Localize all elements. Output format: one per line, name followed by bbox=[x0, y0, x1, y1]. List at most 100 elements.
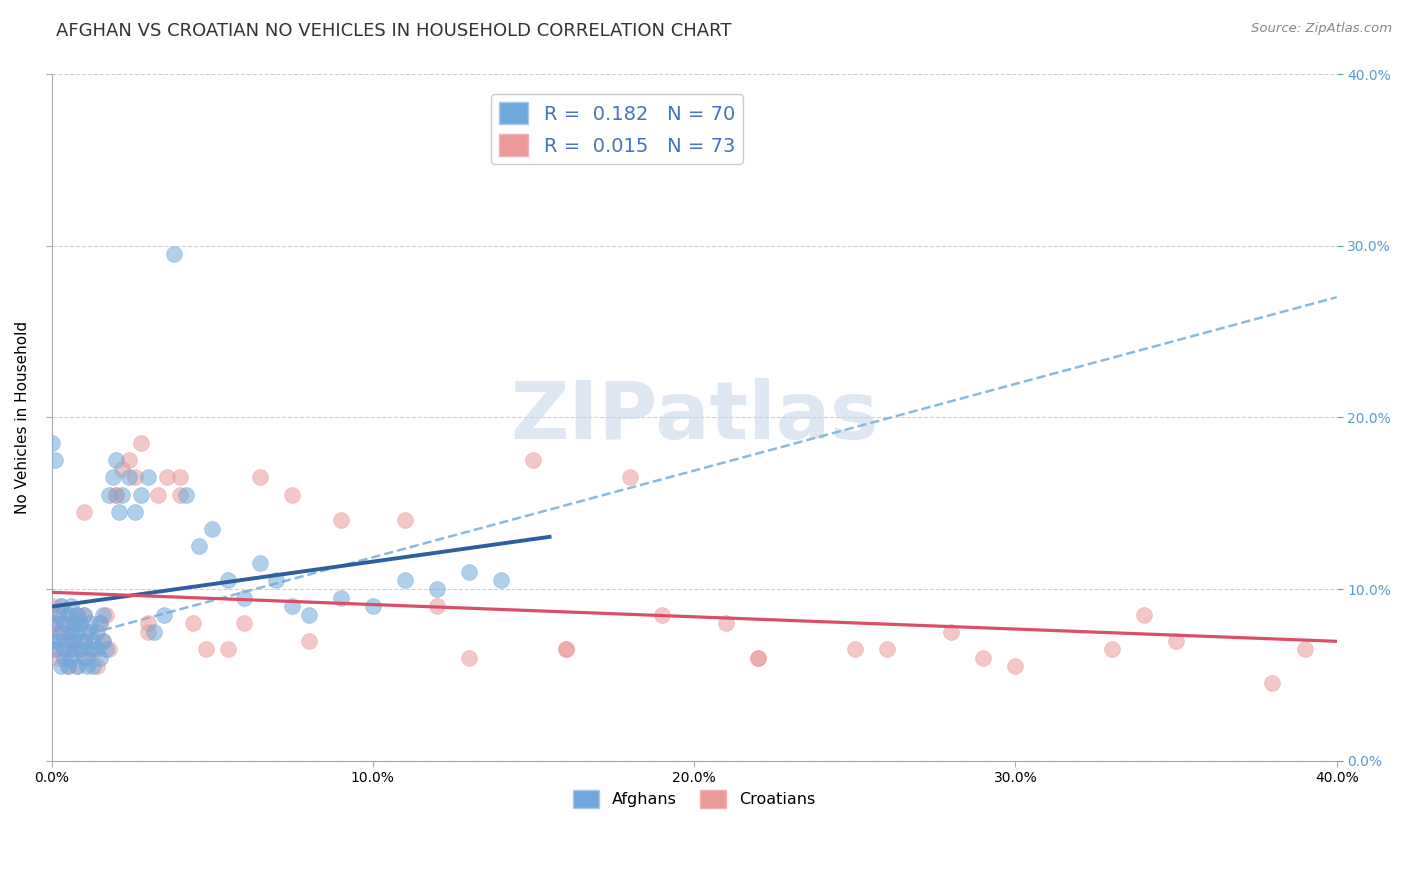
Point bbox=[169, 488, 191, 502]
Point bbox=[111, 488, 134, 502]
Point bbox=[51, 624, 73, 639]
Point bbox=[82, 633, 104, 648]
Point bbox=[56, 659, 79, 673]
Point bbox=[108, 505, 131, 519]
Point bbox=[76, 624, 98, 639]
Point bbox=[82, 642, 104, 657]
Point bbox=[124, 505, 146, 519]
Point bbox=[51, 659, 73, 673]
Point bbox=[117, 453, 139, 467]
Point bbox=[554, 642, 576, 657]
Point bbox=[217, 574, 239, 588]
Point bbox=[69, 642, 91, 657]
Point bbox=[63, 633, 86, 648]
Point bbox=[136, 616, 159, 631]
Point bbox=[69, 642, 91, 657]
Point bbox=[1294, 642, 1316, 657]
Text: ZIPatlas: ZIPatlas bbox=[510, 378, 879, 457]
Point bbox=[59, 642, 82, 657]
Point bbox=[169, 470, 191, 484]
Point bbox=[619, 470, 641, 484]
Point bbox=[51, 624, 73, 639]
Point bbox=[233, 591, 256, 605]
Point bbox=[1004, 659, 1026, 673]
Point bbox=[491, 574, 513, 588]
Point bbox=[69, 616, 91, 631]
Point bbox=[136, 470, 159, 484]
Point bbox=[111, 462, 134, 476]
Point bbox=[44, 616, 66, 631]
Point bbox=[46, 607, 69, 622]
Legend: Afghans, Croatians: Afghans, Croatians bbox=[567, 783, 821, 814]
Point bbox=[972, 650, 994, 665]
Point bbox=[66, 607, 89, 622]
Point bbox=[41, 436, 63, 450]
Point bbox=[101, 470, 124, 484]
Point bbox=[162, 247, 184, 261]
Point bbox=[86, 659, 108, 673]
Point bbox=[153, 607, 176, 622]
Point bbox=[104, 488, 127, 502]
Point bbox=[1164, 633, 1187, 648]
Point bbox=[426, 582, 449, 596]
Point bbox=[51, 599, 73, 614]
Point bbox=[46, 624, 69, 639]
Point bbox=[1261, 676, 1284, 690]
Point bbox=[73, 650, 96, 665]
Point bbox=[59, 624, 82, 639]
Point bbox=[458, 565, 481, 579]
Point bbox=[181, 616, 204, 631]
Point bbox=[939, 624, 962, 639]
Point bbox=[76, 650, 98, 665]
Y-axis label: No Vehicles in Household: No Vehicles in Household bbox=[15, 321, 30, 514]
Point bbox=[86, 642, 108, 657]
Point bbox=[86, 624, 108, 639]
Point bbox=[91, 607, 114, 622]
Point bbox=[73, 505, 96, 519]
Point bbox=[69, 616, 91, 631]
Point bbox=[131, 436, 153, 450]
Point bbox=[73, 607, 96, 622]
Point bbox=[59, 650, 82, 665]
Point bbox=[98, 488, 121, 502]
Point bbox=[98, 642, 121, 657]
Point bbox=[1101, 642, 1123, 657]
Point bbox=[59, 624, 82, 639]
Point bbox=[266, 574, 288, 588]
Point bbox=[146, 488, 169, 502]
Point bbox=[201, 522, 224, 536]
Point bbox=[194, 642, 217, 657]
Point bbox=[94, 607, 117, 622]
Point bbox=[53, 642, 76, 657]
Point bbox=[249, 557, 271, 571]
Point bbox=[176, 488, 198, 502]
Point bbox=[63, 633, 86, 648]
Point bbox=[66, 607, 89, 622]
Point bbox=[63, 616, 86, 631]
Point bbox=[44, 616, 66, 631]
Point bbox=[458, 650, 481, 665]
Point bbox=[281, 488, 304, 502]
Point bbox=[73, 633, 96, 648]
Point bbox=[44, 453, 66, 467]
Point bbox=[66, 659, 89, 673]
Point bbox=[394, 513, 416, 527]
Point bbox=[46, 650, 69, 665]
Point bbox=[394, 574, 416, 588]
Point bbox=[59, 599, 82, 614]
Point bbox=[63, 642, 86, 657]
Point bbox=[554, 642, 576, 657]
Point bbox=[104, 453, 127, 467]
Point bbox=[329, 513, 352, 527]
Point bbox=[876, 642, 898, 657]
Point bbox=[41, 633, 63, 648]
Point bbox=[66, 624, 89, 639]
Point bbox=[426, 599, 449, 614]
Point bbox=[41, 599, 63, 614]
Point bbox=[651, 607, 673, 622]
Point bbox=[217, 642, 239, 657]
Point bbox=[53, 616, 76, 631]
Point bbox=[79, 642, 101, 657]
Point bbox=[131, 488, 153, 502]
Point bbox=[143, 624, 166, 639]
